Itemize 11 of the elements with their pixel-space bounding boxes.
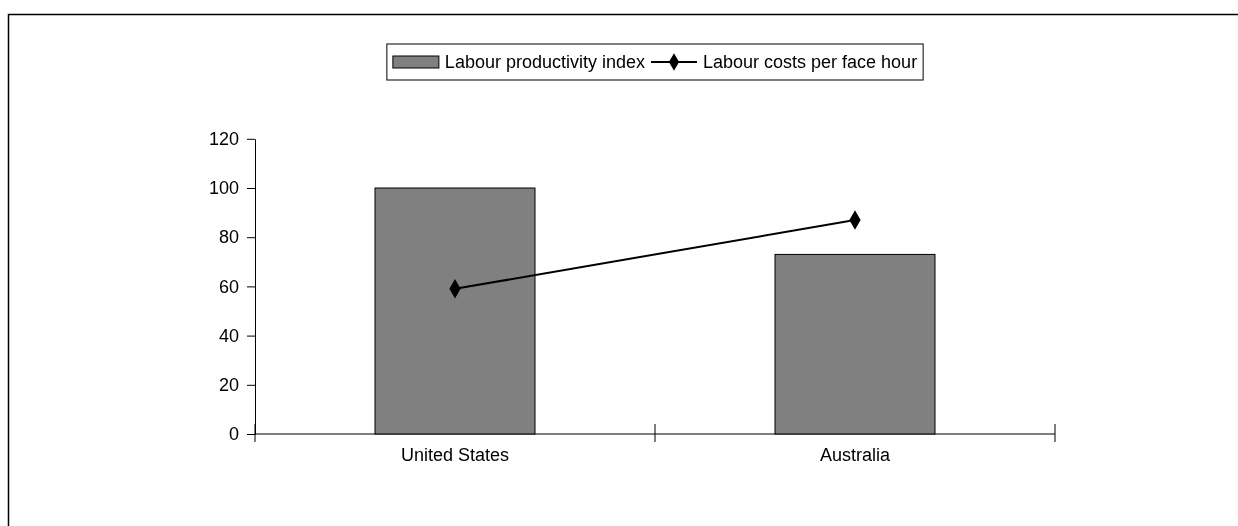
y-tick-label: 20 (218, 375, 239, 396)
y-tick-label: 40 (218, 325, 239, 346)
legend-label: Labour productivity index (444, 52, 645, 73)
y-tick-label: 80 (218, 227, 239, 248)
y-tick-label: 0 (228, 424, 239, 445)
y-tick-label: 60 (218, 276, 239, 297)
x-tick-label: Australia (819, 444, 891, 465)
x-tick-label: United States (400, 444, 510, 465)
y-tick-label: 120 (208, 129, 239, 150)
legend-label: Labour costs per face hour (702, 52, 918, 73)
y-tick-label: 100 (208, 178, 239, 199)
